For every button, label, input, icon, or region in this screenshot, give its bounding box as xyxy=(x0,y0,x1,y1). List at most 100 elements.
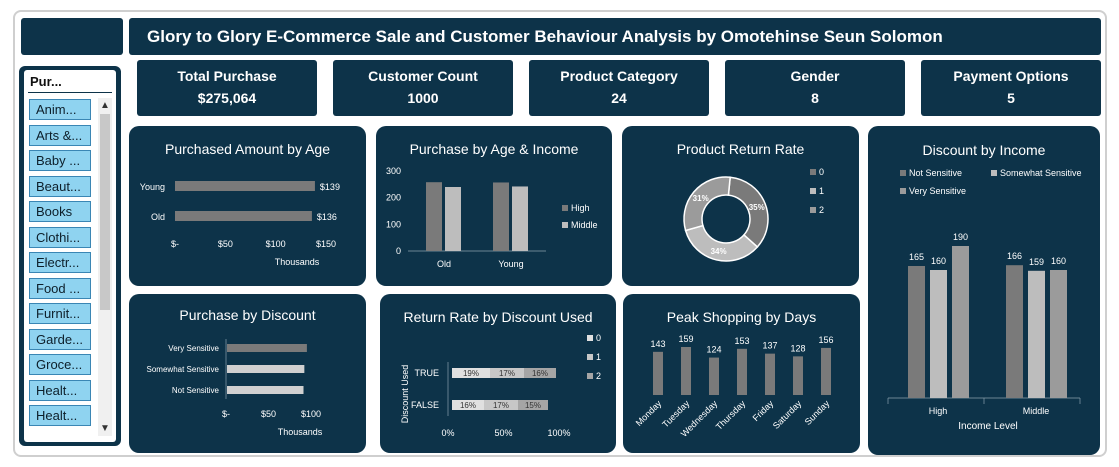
bar xyxy=(737,348,747,395)
page-title: Glory to Glory E-Commerce Sale and Custo… xyxy=(129,18,1101,55)
legend-label: Very Sensitive xyxy=(909,186,966,196)
data-label: 34% xyxy=(711,247,727,256)
kpi-value: 5 xyxy=(1007,90,1015,106)
kpi-card: Gender 8 xyxy=(725,60,905,116)
card-peak-shopping-by-days: Peak Shopping by Days 143 Monday 159 Tuesda… xyxy=(623,294,860,453)
slicer-item[interactable]: Electr... xyxy=(29,252,91,273)
axis-tick-label: Old xyxy=(151,212,165,222)
card-purchase-by-discount: Purchase by Discount Very Sensitive Somew… xyxy=(129,294,366,453)
kpi-label: Payment Options xyxy=(953,68,1069,84)
data-label: 159 xyxy=(678,334,693,344)
legend-swatch xyxy=(810,188,816,194)
card-return-rate-by-discount: Return Rate by Discount Used Discount Us… xyxy=(380,294,616,453)
slicer-scrollbar[interactable]: ▲ ▼ xyxy=(98,98,112,436)
axis-tick-label: $50 xyxy=(261,409,276,419)
bar xyxy=(1050,270,1067,398)
data-label: 15% xyxy=(525,401,541,410)
slicer-panel: Pur... Anim... Arts &... Baby ... Beaut... B… xyxy=(24,70,116,442)
slicer-item[interactable]: Arts &... xyxy=(29,124,91,146)
legend-label: Middle xyxy=(571,220,598,230)
slicer-item[interactable]: Garde... xyxy=(29,328,91,350)
slicer-item[interactable]: Baby ... xyxy=(29,150,91,171)
logo-block xyxy=(21,18,123,55)
card-purchased-amount-by-age: Purchased Amount by Age Young $139 Old $136… xyxy=(129,126,366,286)
axis-label: Thousands xyxy=(275,257,320,267)
slicer-item[interactable]: Food ... xyxy=(29,277,91,299)
slicer-item[interactable]: Healt... xyxy=(29,405,91,426)
axis-tick-label: $50 xyxy=(218,239,233,249)
axis-tick-label: Friday xyxy=(751,398,776,423)
bar xyxy=(952,246,969,398)
axis-tick-label: 100 xyxy=(386,219,401,229)
bar xyxy=(445,187,461,251)
kpi-card: Total Purchase $275,064 xyxy=(137,60,317,116)
bar-segment xyxy=(484,400,518,410)
chart-title: Purchase by Discount xyxy=(179,307,316,323)
slicer-item[interactable]: Groce... xyxy=(29,354,91,375)
axis-tick-label: Not Sensitive xyxy=(172,386,220,395)
bar xyxy=(493,182,509,251)
axis-tick-label: Sunday xyxy=(803,398,832,427)
data-label: 166 xyxy=(1007,251,1022,261)
slicer-item[interactable]: Clothi... xyxy=(29,226,91,248)
legend-label: Somewhat Sensitive xyxy=(1000,168,1082,178)
data-label: 31% xyxy=(693,194,709,203)
card-product-return-rate: Product Return Rate 35% 34% 31% 0 1 2 xyxy=(622,126,859,286)
axis-tick-label: $100 xyxy=(266,239,286,249)
data-label: 160 xyxy=(1051,256,1066,266)
bar xyxy=(512,186,528,251)
kpi-card: Customer Count 1000 xyxy=(333,60,513,116)
pie-slice xyxy=(683,176,732,232)
axis-tick-label: Saturday xyxy=(771,398,804,431)
chart-title: Discount by Income xyxy=(922,142,1046,158)
bar-segment xyxy=(490,368,524,378)
axis-tick-label: Middle xyxy=(1023,406,1050,416)
bar xyxy=(426,182,442,251)
data-label: 124 xyxy=(706,345,721,355)
bar xyxy=(821,347,831,395)
slicer-item[interactable]: Beaut... xyxy=(29,175,91,197)
slicer-item[interactable]: Anim... xyxy=(29,99,91,120)
data-label: 190 xyxy=(953,232,968,242)
bar-segment xyxy=(518,400,548,410)
data-label: 156 xyxy=(818,335,833,345)
data-label: 16% xyxy=(460,401,476,410)
axis-tick-label: FALSE xyxy=(411,400,439,410)
axis-tick-label: 100% xyxy=(547,428,570,438)
axis-tick-label: $100 xyxy=(301,409,321,419)
axis-label: Thousands xyxy=(278,427,323,437)
legend-label: 1 xyxy=(819,186,824,196)
axis-tick-label: Young xyxy=(140,182,165,192)
dashboard-frame xyxy=(13,10,1107,457)
slicer-item[interactable]: Furnit... xyxy=(29,303,91,324)
chevron-down-icon[interactable]: ▼ xyxy=(100,423,110,434)
legend-label: Not Sensitive xyxy=(909,168,962,178)
chevron-up-icon[interactable]: ▲ xyxy=(100,100,110,111)
legend-swatch xyxy=(562,205,568,211)
axis-label: Discount Used xyxy=(400,365,410,424)
axis-tick-label: TRUE xyxy=(415,368,440,378)
slicer-divider xyxy=(28,92,112,93)
chart-title: Return Rate by Discount Used xyxy=(403,309,593,325)
slicer-item[interactable]: Healt... xyxy=(29,379,91,401)
chart-title: Product Return Rate xyxy=(676,141,805,157)
axis-tick-label: $- xyxy=(222,409,230,419)
bar xyxy=(793,356,803,395)
bar xyxy=(681,347,691,395)
legend-label: 1 xyxy=(596,352,601,362)
axis-tick-label: Young xyxy=(498,259,523,269)
data-label: 159 xyxy=(1029,257,1044,267)
legend-swatch xyxy=(810,169,816,175)
kpi-value: 24 xyxy=(611,90,627,106)
axis-tick-label: 200 xyxy=(386,193,401,203)
scroll-thumb[interactable] xyxy=(100,114,110,310)
legend-label: 2 xyxy=(596,371,601,381)
slicer-item[interactable]: Books xyxy=(29,201,91,222)
legend-swatch xyxy=(900,188,906,194)
bar xyxy=(227,365,305,373)
category-slicer: Pur... Anim... Arts &... Baby ... Beaut... B… xyxy=(19,66,121,446)
axis-tick-label: 300 xyxy=(386,166,401,176)
kpi-value: $275,064 xyxy=(197,90,257,106)
kpi-value: 8 xyxy=(811,90,819,106)
data-label: 143 xyxy=(650,339,665,349)
